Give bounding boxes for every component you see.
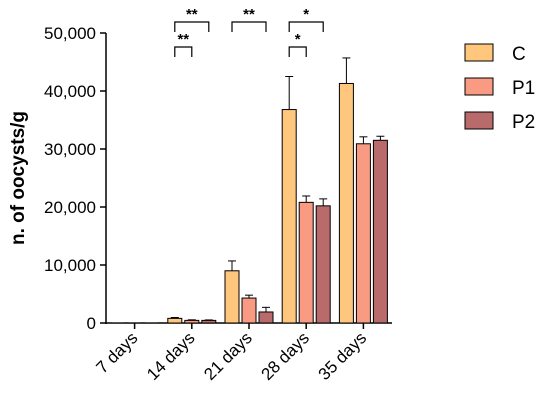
bar (258, 311, 274, 324)
significance-label: ** (177, 31, 189, 48)
legend-label: C (512, 44, 526, 65)
significance-label: ** (243, 6, 255, 23)
bar (201, 319, 217, 324)
bar (355, 143, 371, 324)
bar (281, 109, 297, 324)
x-tick-label: 21 days (200, 328, 256, 384)
legend: C P1 P2 (464, 43, 535, 133)
bar (167, 317, 183, 324)
x-tick-label: 35 days (315, 328, 371, 384)
significance-label: * (295, 31, 301, 48)
significance-label: ** (186, 6, 198, 23)
bar (184, 319, 200, 324)
bar (224, 270, 240, 324)
legend-label: P1 (512, 78, 535, 99)
x-tick-label: 7 days (93, 328, 142, 377)
x-tick-label: 14 days (143, 328, 199, 384)
legend-swatch (464, 111, 494, 130)
bar (315, 205, 331, 324)
y-tick-label: 10,000 (44, 256, 96, 275)
significance-bracket (174, 46, 193, 57)
bars (111, 82, 388, 324)
legend-swatch (464, 43, 494, 62)
significance-bracket (174, 21, 210, 32)
y-tick-label: 0 (87, 314, 96, 333)
bar (338, 82, 354, 324)
bar (372, 139, 388, 324)
y-tick-label: 30,000 (44, 140, 96, 159)
legend-label: P2 (512, 112, 535, 133)
bar (241, 297, 257, 324)
significance-bracket (288, 21, 324, 32)
x-tick-label: 28 days (257, 328, 313, 384)
significance-bracket (231, 21, 267, 32)
significance-bracket (288, 46, 307, 57)
y-tick-label: 20,000 (44, 198, 96, 217)
error-bars (170, 57, 385, 321)
y-tick-label: 50,000 (44, 24, 96, 43)
significance-label: * (303, 6, 309, 23)
legend-swatch (464, 77, 494, 96)
y-tick-label: 40,000 (44, 82, 96, 101)
significance-brackets: **** **** (174, 6, 324, 57)
y-axis-label: n. of oocysts/g (8, 111, 29, 245)
bar (298, 201, 314, 324)
